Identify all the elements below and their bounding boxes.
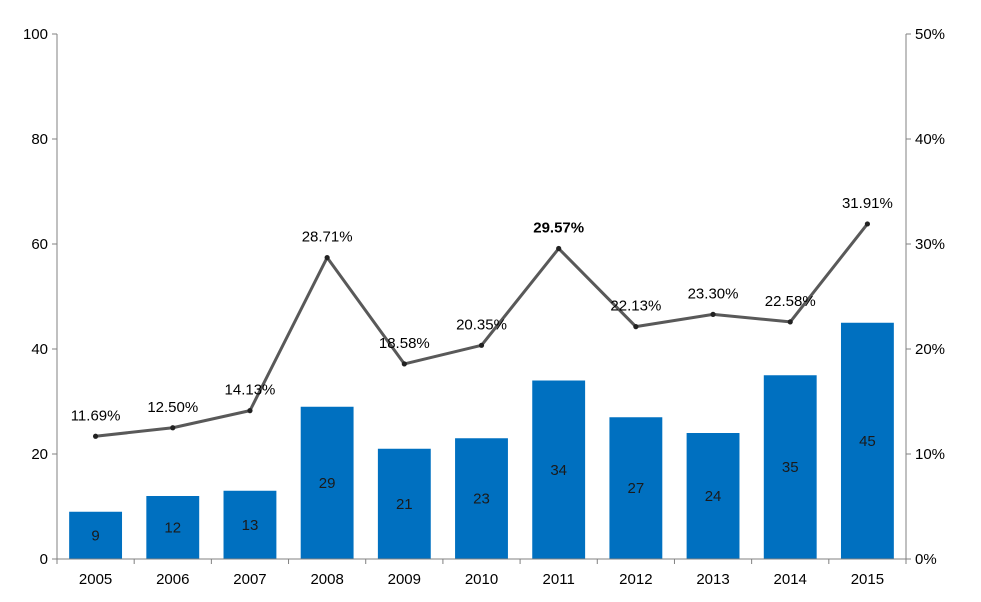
bar-value-label: 13 bbox=[242, 517, 259, 534]
x-tick-label: 2015 bbox=[851, 571, 884, 588]
line-point bbox=[633, 324, 639, 330]
x-tick-label: 2006 bbox=[156, 571, 189, 588]
line-point bbox=[710, 311, 716, 317]
x-tick-label: 2005 bbox=[79, 571, 112, 588]
line-value-label: 31.91% bbox=[842, 195, 893, 212]
line-value-label: 18.58% bbox=[379, 335, 430, 352]
line-value-label: 11.69% bbox=[71, 407, 121, 424]
x-tick-label: 2008 bbox=[310, 571, 343, 588]
y-right-tick-label: 30% bbox=[915, 236, 945, 253]
bar-value-label: 35 bbox=[782, 459, 799, 476]
bar-value-label: 9 bbox=[91, 527, 99, 544]
line-point bbox=[170, 425, 176, 431]
bar-value-label: 23 bbox=[473, 491, 490, 508]
y-left-tick-label: 0 bbox=[40, 551, 48, 568]
line-point bbox=[787, 319, 793, 325]
bar bbox=[223, 490, 277, 559]
y-right-tick-label: 0% bbox=[915, 551, 937, 568]
bar bbox=[455, 438, 508, 559]
bar-value-label: 34 bbox=[550, 462, 567, 479]
line-value-label: 20.35% bbox=[456, 316, 507, 333]
x-tick-label: 2007 bbox=[233, 571, 266, 588]
bar-value-label: 12 bbox=[164, 520, 181, 537]
line-value-label: 14.13% bbox=[225, 382, 276, 399]
bar-value-label: 29 bbox=[319, 475, 336, 492]
x-tick-label: 2011 bbox=[543, 571, 575, 588]
bar bbox=[532, 380, 586, 559]
x-tick-label: 2009 bbox=[388, 571, 421, 588]
x-tick-label: 2012 bbox=[619, 571, 652, 588]
bar-value-label: 21 bbox=[396, 496, 413, 513]
y-left-tick-label: 20 bbox=[31, 446, 48, 463]
line-value-label: 29.57% bbox=[533, 220, 584, 237]
line-value-label: 28.71% bbox=[302, 229, 353, 246]
y-left-tick-label: 100 bbox=[23, 26, 48, 43]
y-right-tick-label: 20% bbox=[915, 341, 945, 358]
y-right-tick-label: 40% bbox=[915, 131, 945, 148]
bar bbox=[300, 406, 354, 559]
bar-value-label: 24 bbox=[705, 488, 722, 505]
y-right-tick-label: 10% bbox=[915, 446, 945, 463]
line-point bbox=[864, 221, 871, 227]
bar bbox=[609, 417, 663, 559]
x-tick-label: 2013 bbox=[696, 571, 729, 588]
bar bbox=[69, 511, 123, 559]
y-right-tick-label: 50% bbox=[915, 26, 945, 43]
line-value-label: 22.13% bbox=[610, 298, 661, 315]
y-left-tick-label: 80 bbox=[31, 131, 48, 148]
bar bbox=[840, 322, 894, 559]
y-left-tick-label: 60 bbox=[31, 236, 48, 253]
line-point bbox=[401, 361, 407, 367]
line-value-label: 22.58% bbox=[765, 293, 816, 310]
bar-value-label: 27 bbox=[628, 480, 645, 497]
line-point bbox=[478, 342, 485, 348]
bar bbox=[686, 433, 740, 559]
bar bbox=[377, 448, 431, 559]
x-tick-label: 2010 bbox=[465, 571, 498, 588]
line-point bbox=[324, 254, 330, 261]
y-left-tick-label: 40 bbox=[31, 341, 48, 358]
line-point bbox=[556, 245, 562, 252]
line-point bbox=[92, 433, 99, 439]
line-value-label: 23.30% bbox=[688, 285, 739, 302]
x-tick-label: 2014 bbox=[774, 571, 807, 588]
bar bbox=[763, 375, 817, 559]
line-value-label: 12.50% bbox=[147, 399, 198, 416]
bar-value-label: 45 bbox=[859, 433, 876, 450]
bar bbox=[146, 496, 200, 559]
line-point bbox=[247, 408, 253, 414]
